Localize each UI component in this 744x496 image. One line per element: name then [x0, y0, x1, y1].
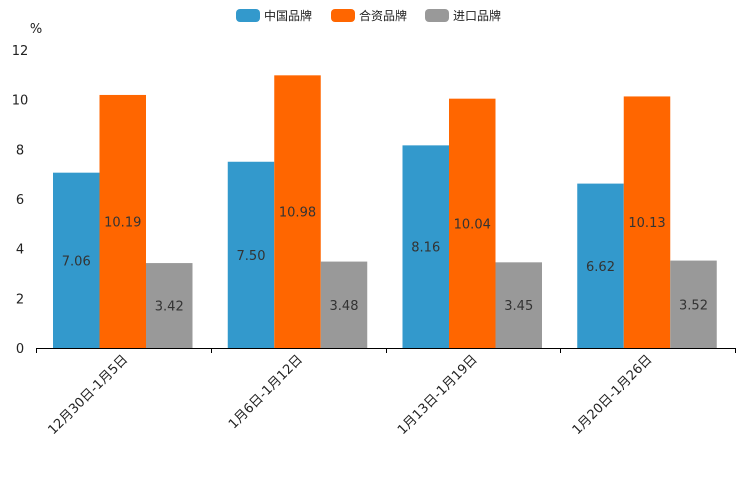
y-tick-label: 8: [16, 143, 24, 158]
bar-value-label: 7.50: [237, 249, 266, 264]
legend-label: 进口品牌: [453, 9, 501, 23]
legend-label: 合资品牌: [359, 8, 407, 23]
y-tick-label: 6: [16, 193, 24, 208]
bar-value-label: 3.42: [155, 300, 184, 315]
bar-1-1: [53, 172, 100, 348]
legend-swatch: [331, 9, 355, 22]
bars: 7.06 10.19 3.42 7.50 10.98 3.48 8.16 10.04 3.45 6…: [53, 75, 717, 349]
bar-3-4: [670, 260, 717, 348]
x-axis: 12月30日-1月5日 1月6日-1月12日 1月13日-1月19日 1月20日-1月…: [36, 348, 736, 438]
y-tick-label: 0: [16, 342, 24, 357]
bar-value-label: 7.06: [62, 254, 91, 269]
y-tick-label: 12: [12, 44, 29, 59]
y-tick-label: 4: [16, 243, 24, 258]
legend-label: 中国品牌: [264, 8, 312, 23]
bar-value-label: 6.62: [586, 260, 615, 275]
bar-value-label: 3.45: [504, 299, 533, 314]
y-tick-label: 2: [16, 292, 24, 307]
bar-2-2: [274, 75, 321, 348]
bar-value-label: 3.52: [679, 298, 708, 313]
bar-3-1: [146, 263, 193, 348]
x-tick-label: 1月13日-1月19日: [395, 352, 481, 438]
y-axis: 0 2 4 6 8 10 12: [12, 44, 29, 357]
bar-value-label: 10.98: [279, 206, 316, 221]
bar-value-label: 10.19: [104, 215, 141, 230]
bar-3-3: [495, 262, 542, 348]
bar-2-1: [99, 94, 146, 348]
y-tick-label: 10: [12, 94, 29, 109]
x-tick-label: 12月30日-1月5日: [45, 352, 131, 438]
bar-value-label: 3.48: [330, 299, 359, 314]
bar-2-4: [623, 96, 671, 349]
bar-3-2: [320, 261, 368, 348]
x-tick-label: 1月20日-1月26日: [570, 352, 656, 438]
bar-1-4: [577, 183, 624, 348]
y-axis-unit-label: %: [30, 22, 42, 37]
bar-2-3: [449, 98, 496, 348]
bar-value-label: 8.16: [411, 241, 440, 256]
bar-1-2: [227, 161, 275, 348]
bar-value-label: 10.13: [628, 216, 665, 231]
bar-value-label: 10.04: [454, 217, 491, 232]
bar-1-3: [402, 145, 449, 348]
legend-swatch: [236, 9, 260, 22]
legend: 中国品牌 合资品牌 进口品牌: [236, 8, 501, 23]
x-tick-label: 1月6日-1月12日: [226, 352, 306, 432]
legend-swatch: [425, 9, 449, 22]
